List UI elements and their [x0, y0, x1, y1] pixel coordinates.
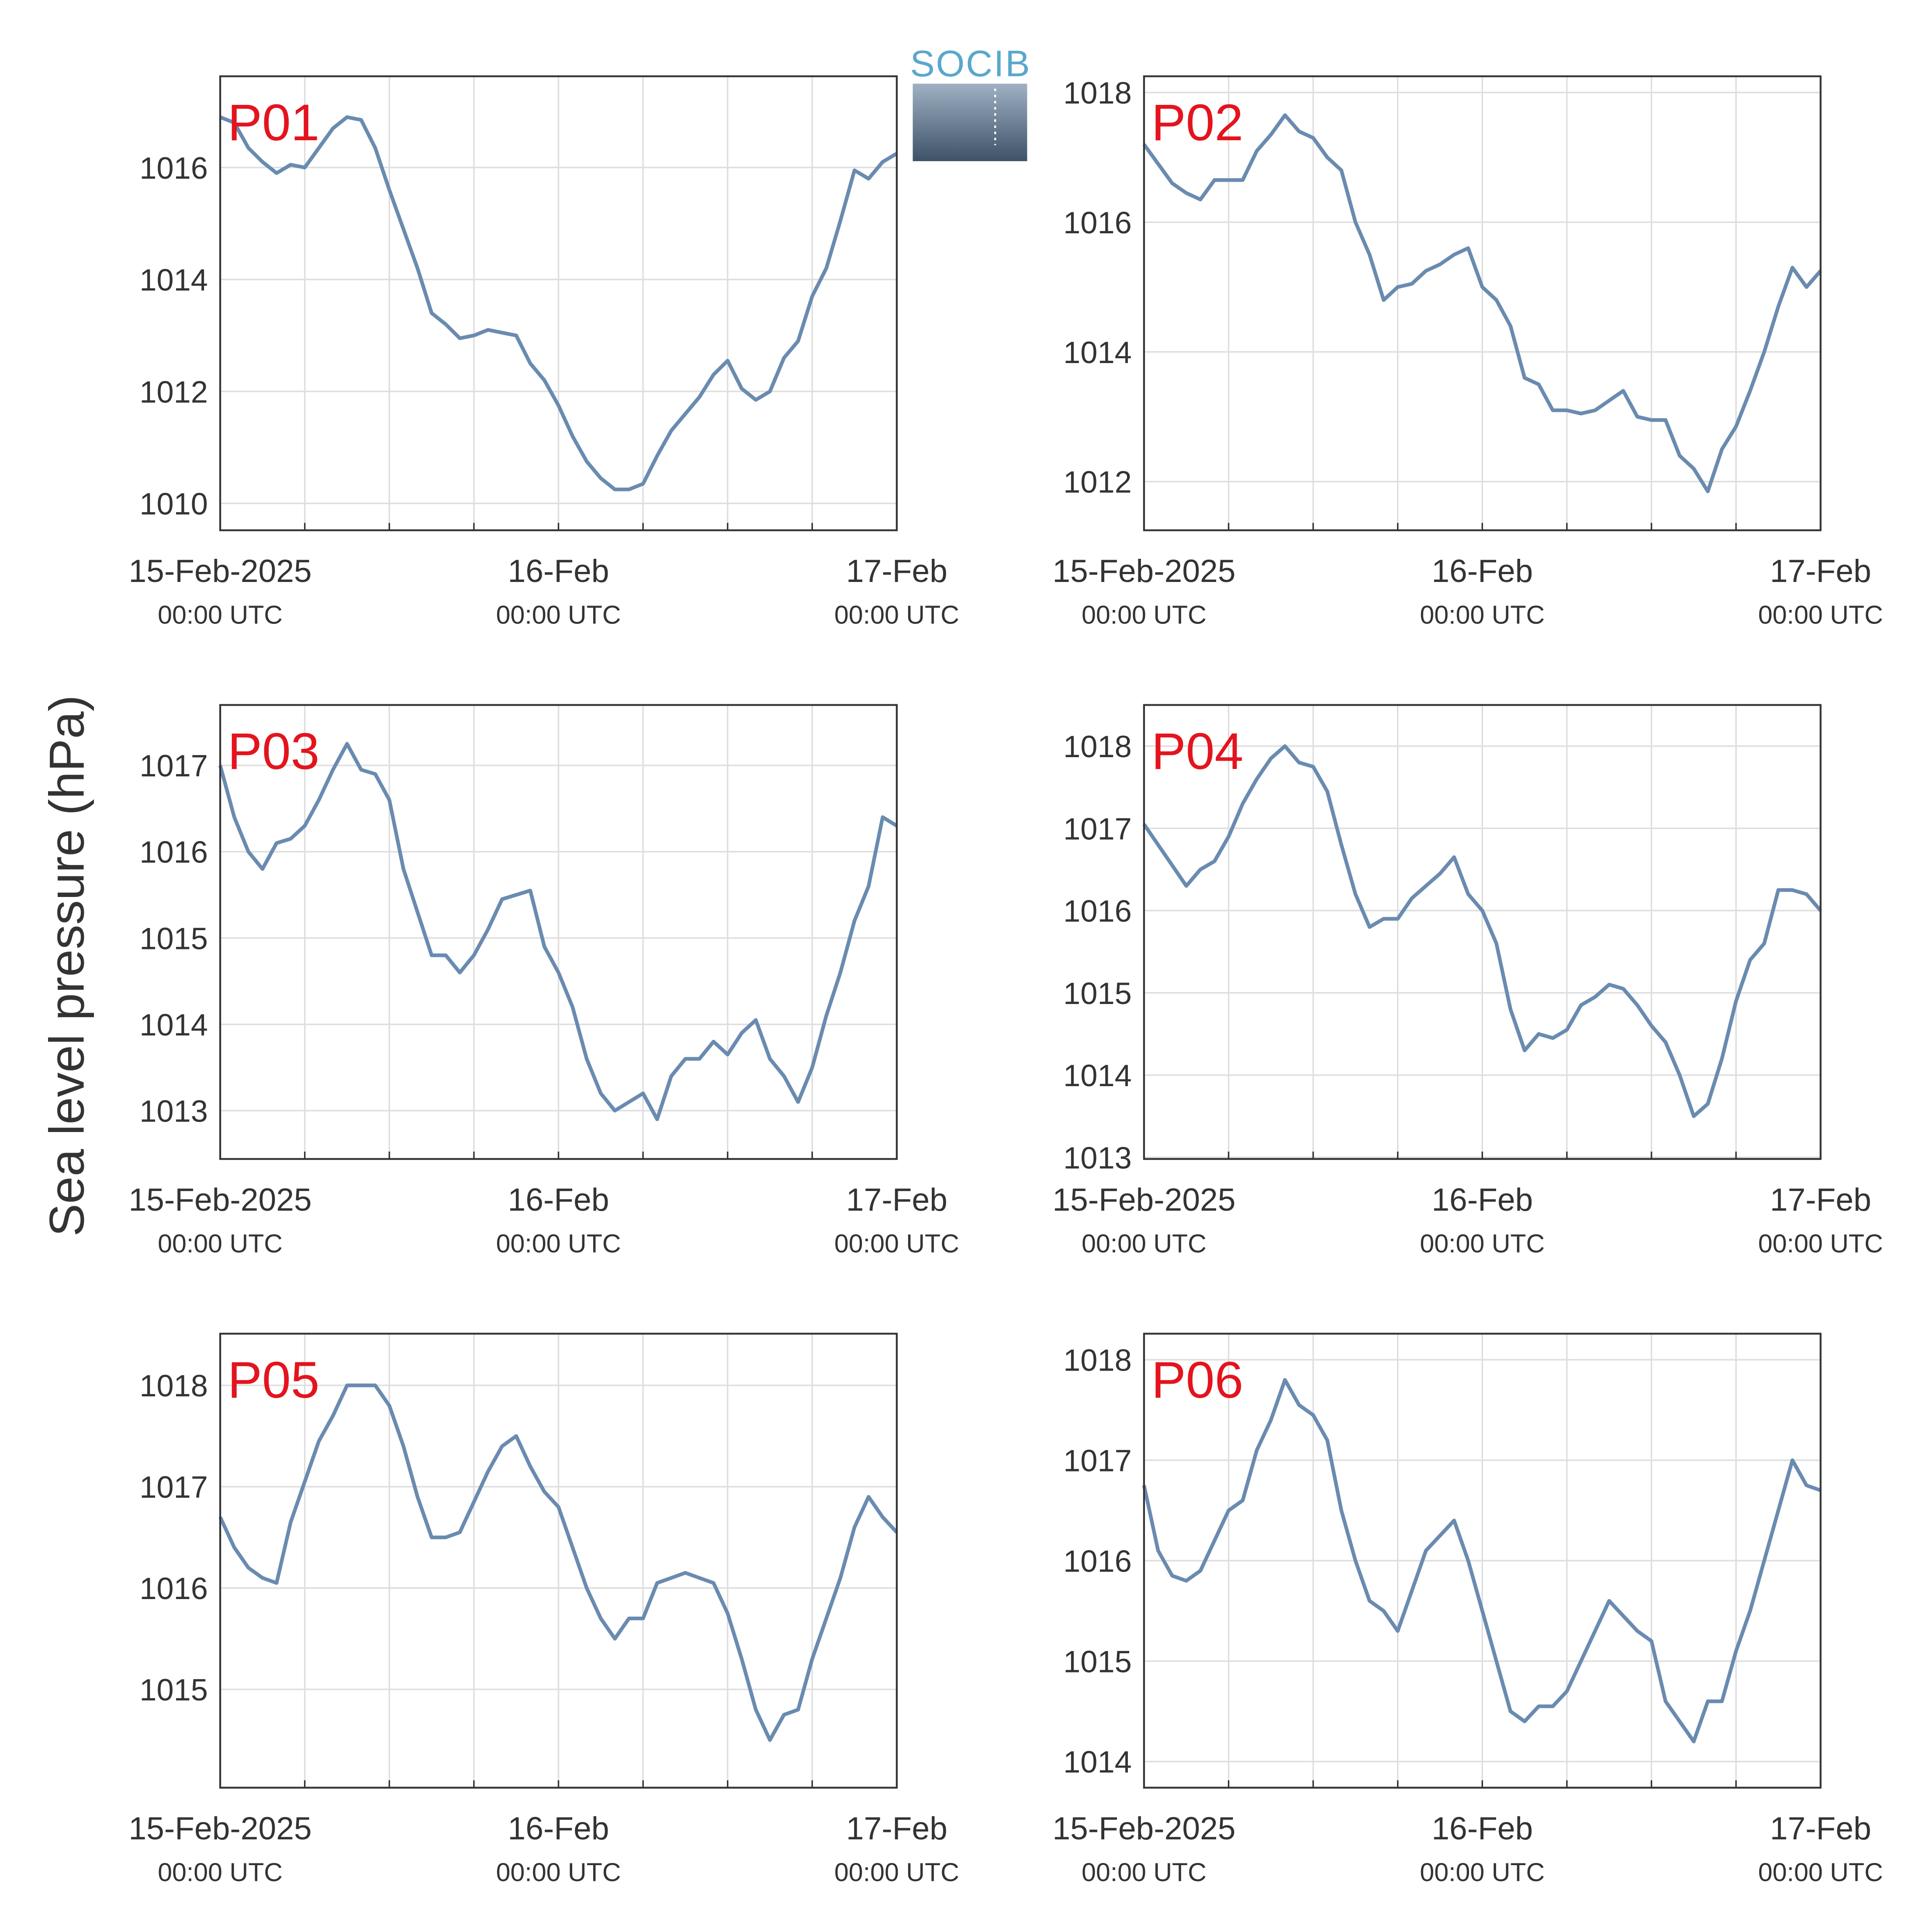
- x-tick-sublabel: 00:00 UTC: [834, 600, 959, 630]
- x-tick-sublabel: 00:00 UTC: [496, 1229, 621, 1258]
- x-tick-sublabel: 00:00 UTC: [834, 1858, 959, 1887]
- x-tick-label: 17-Feb: [1770, 1811, 1871, 1846]
- y-tick-label: 1015: [1063, 1644, 1132, 1679]
- axes-frame: [1143, 704, 1822, 1160]
- panel-title: P05: [228, 1351, 319, 1409]
- axes-frame: [219, 75, 898, 531]
- y-tick-label: 1016: [139, 1571, 208, 1606]
- y-tick-label: 1015: [1063, 976, 1132, 1011]
- y-tick-label: 1014: [139, 1008, 208, 1042]
- x-tick-sublabel: 00:00 UTC: [496, 600, 621, 630]
- y-tick-label: 1016: [1063, 894, 1132, 928]
- y-tick-label: 1017: [139, 748, 208, 783]
- logo: SOCIB: [910, 43, 1031, 161]
- line-series: [1142, 113, 1822, 493]
- panel: 1013 1014 1015 1016 1017 1018 15-Feb-2025 00:00…: [1052, 704, 1883, 1258]
- panel-title: P02: [1151, 94, 1243, 152]
- x-tick-sublabel: 00:00 UTC: [1420, 1858, 1545, 1887]
- x-tick-sublabel: 00:00 UTC: [1082, 1858, 1207, 1887]
- x-tick-label: 16-Feb: [508, 1811, 609, 1846]
- y-tick-label: 1012: [1063, 465, 1132, 499]
- panel: 1014 1015 1016 1017 1018 15-Feb-2025 00:00 UTC…: [1052, 1333, 1883, 1887]
- y-tick-label: 1018: [1063, 76, 1132, 110]
- y-tick-label: 1014: [1063, 335, 1132, 370]
- y-tick-label: 1014: [1063, 1745, 1132, 1779]
- axes-frame: [1143, 75, 1822, 531]
- y-tick-label: 1016: [139, 835, 208, 869]
- x-tick-sublabel: 00:00 UTC: [1082, 600, 1207, 630]
- x-tick-label: 17-Feb: [846, 1811, 947, 1846]
- y-tick-label: 1016: [139, 151, 208, 185]
- line-series: [218, 1383, 898, 1742]
- x-tick-label: 17-Feb: [1770, 553, 1871, 589]
- panel-title: P06: [1151, 1351, 1243, 1409]
- y-tick-label: 1017: [1063, 811, 1132, 846]
- x-tick-label: 15-Feb-2025: [1052, 553, 1235, 589]
- x-tick-label: 15-Feb-2025: [128, 1811, 311, 1846]
- x-tick-label: 15-Feb-2025: [1052, 1811, 1235, 1846]
- x-tick-label: 16-Feb: [508, 553, 609, 589]
- x-tick-label: 17-Feb: [846, 1182, 947, 1218]
- x-tick-sublabel: 00:00 UTC: [1758, 1858, 1883, 1887]
- line-series: [219, 115, 898, 492]
- y-tick-label: 1016: [1063, 1544, 1132, 1578]
- y-tick-label: 1017: [139, 1470, 208, 1504]
- x-tick-sublabel: 00:00 UTC: [1420, 1229, 1545, 1258]
- x-tick-label: 16-Feb: [508, 1182, 609, 1218]
- panel: 1010 1012 1014 1016 15-Feb-2025 00:00 UTC 16-F…: [128, 75, 959, 630]
- y-tick-label: 1010: [139, 487, 208, 521]
- y-tick-label: 1017: [1063, 1444, 1132, 1478]
- y-tick-label: 1014: [139, 263, 208, 297]
- line-series: [1142, 1378, 1822, 1744]
- x-tick-sublabel: 00:00 UTC: [834, 1229, 959, 1258]
- x-tick-label: 17-Feb: [1770, 1182, 1871, 1218]
- y-tick-label: 1013: [1063, 1140, 1132, 1175]
- logo-box: [913, 83, 1027, 161]
- y-tick-label: 1014: [1063, 1058, 1132, 1093]
- y-tick-label: 1016: [1063, 205, 1132, 240]
- panel-title: P03: [228, 723, 319, 780]
- line-series: [1142, 744, 1822, 1118]
- x-tick-label: 17-Feb: [846, 553, 947, 589]
- logo-text: SOCIB: [910, 43, 1031, 84]
- y-tick-label: 1015: [139, 921, 208, 956]
- y-tick-label: 1015: [139, 1672, 208, 1707]
- y-tick-label: 1018: [1063, 729, 1132, 764]
- y-tick-label: 1018: [1063, 1343, 1132, 1378]
- x-tick-sublabel: 00:00 UTC: [158, 600, 283, 630]
- panel: 1012 1014 1016 1018 15-Feb-2025 00:00 UTC 16-F…: [1052, 75, 1883, 630]
- panel: 1013 1014 1015 1016 1017 15-Feb-2025 00:00 UTC…: [128, 704, 959, 1258]
- x-tick-sublabel: 00:00 UTC: [158, 1858, 283, 1887]
- y-tick-label: 1018: [139, 1368, 208, 1403]
- x-tick-sublabel: 00:00 UTC: [496, 1858, 621, 1887]
- y-axis-label: Sea level pressure (hPa): [39, 695, 94, 1236]
- line-series: [218, 742, 898, 1122]
- x-tick-label: 16-Feb: [1431, 553, 1533, 589]
- x-tick-label: 16-Feb: [1431, 1182, 1533, 1218]
- y-tick-label: 1012: [139, 374, 208, 409]
- x-tick-label: 15-Feb-2025: [128, 1182, 311, 1218]
- axes-frame: [1143, 1333, 1822, 1789]
- x-tick-label: 15-Feb-2025: [1052, 1182, 1235, 1218]
- y-tick-label: 1013: [139, 1094, 208, 1128]
- x-tick-sublabel: 00:00 UTC: [1758, 600, 1883, 630]
- x-tick-sublabel: 00:00 UTC: [158, 1229, 283, 1258]
- x-tick-label: 15-Feb-2025: [128, 553, 311, 589]
- panel-title: P04: [1151, 723, 1243, 780]
- panel-title: P01: [228, 94, 319, 152]
- x-tick-sublabel: 00:00 UTC: [1082, 1229, 1207, 1258]
- panel: 1015 1016 1017 1018 15-Feb-2025 00:00 UTC 16-F…: [128, 1333, 959, 1887]
- x-tick-label: 16-Feb: [1431, 1811, 1533, 1846]
- x-tick-sublabel: 00:00 UTC: [1420, 600, 1545, 630]
- axes-frame: [219, 1333, 898, 1789]
- x-tick-sublabel: 00:00 UTC: [1758, 1229, 1883, 1258]
- axes-frame: [219, 704, 898, 1160]
